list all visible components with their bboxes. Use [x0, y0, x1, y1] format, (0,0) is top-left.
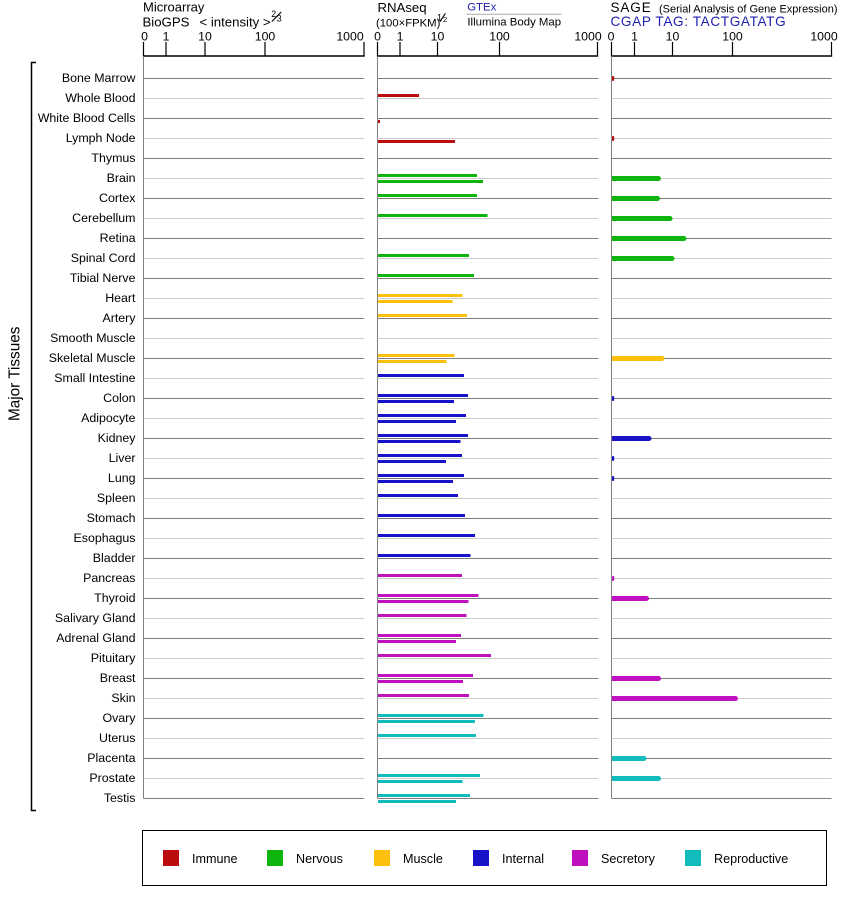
- svg-text:1: 1: [437, 13, 442, 23]
- svg-text:Thymus: Thymus: [91, 151, 135, 165]
- svg-text:CGAP TAG: TACTGATATG: CGAP TAG: TACTGATATG: [611, 14, 787, 29]
- svg-text:Tibial Nerve: Tibial Nerve: [70, 271, 136, 285]
- svg-text:Uterus: Uterus: [99, 731, 136, 745]
- svg-text:1000: 1000: [336, 30, 364, 44]
- svg-text:Kidney: Kidney: [98, 431, 137, 445]
- svg-text:Bone Marrow: Bone Marrow: [62, 71, 136, 85]
- svg-text:Major Tissues: Major Tissues: [7, 326, 24, 421]
- svg-text:White Blood Cells: White Blood Cells: [38, 111, 136, 125]
- svg-text:10: 10: [666, 30, 680, 44]
- svg-text:Muscle: Muscle: [403, 852, 443, 866]
- svg-text:RNAseq: RNAseq: [378, 0, 427, 15]
- svg-text:Immune: Immune: [192, 852, 238, 866]
- svg-text:0: 0: [141, 30, 148, 44]
- svg-text:1: 1: [631, 30, 638, 44]
- svg-text:Salivary Gland: Salivary Gland: [55, 611, 136, 625]
- svg-text:Heart: Heart: [105, 291, 136, 305]
- svg-text:GTEx: GTEx: [467, 2, 496, 14]
- svg-text:BioGPS: BioGPS: [143, 15, 190, 30]
- svg-text:1: 1: [397, 30, 404, 44]
- svg-text:Placenta: Placenta: [87, 751, 135, 765]
- svg-text:1000: 1000: [810, 30, 838, 44]
- svg-text:Pituitary: Pituitary: [91, 651, 137, 665]
- svg-text:0: 0: [608, 30, 615, 44]
- svg-text:100: 100: [255, 30, 276, 44]
- svg-text:Testis: Testis: [104, 791, 136, 805]
- svg-text:Microarray: Microarray: [143, 0, 205, 15]
- svg-text:0: 0: [374, 30, 381, 44]
- svg-text:< intensity >: < intensity >: [200, 15, 271, 30]
- svg-text:Lymph Node: Lymph Node: [66, 131, 136, 145]
- svg-text:Adrenal Gland: Adrenal Gland: [56, 631, 135, 645]
- svg-text:Spleen: Spleen: [97, 491, 136, 505]
- svg-text:2: 2: [271, 9, 276, 19]
- svg-text:Reproductive: Reproductive: [714, 852, 788, 866]
- svg-text:Nervous: Nervous: [296, 852, 343, 866]
- svg-text:Smooth Muscle: Smooth Muscle: [50, 331, 136, 345]
- svg-text:Skeletal Muscle: Skeletal Muscle: [49, 351, 136, 365]
- svg-text:100: 100: [722, 30, 743, 44]
- svg-text:Pancreas: Pancreas: [83, 571, 135, 585]
- svg-text:Small Intestine: Small Intestine: [54, 371, 135, 385]
- svg-text:Prostate: Prostate: [89, 771, 135, 785]
- svg-text:10: 10: [431, 30, 445, 44]
- svg-text:Cortex: Cortex: [99, 191, 136, 205]
- svg-text:Adipocyte: Adipocyte: [81, 411, 136, 425]
- svg-text:100: 100: [489, 30, 510, 44]
- svg-text:Brain: Brain: [107, 171, 136, 185]
- svg-text:Internal: Internal: [502, 852, 544, 866]
- svg-text:Secretory: Secretory: [601, 852, 656, 866]
- svg-text:3: 3: [277, 13, 282, 23]
- svg-text:Bladder: Bladder: [93, 551, 136, 565]
- svg-text:2: 2: [443, 15, 447, 24]
- svg-text:Artery: Artery: [102, 311, 136, 325]
- svg-text:1000: 1000: [574, 30, 602, 44]
- svg-text:Skin: Skin: [111, 691, 135, 705]
- svg-text:1: 1: [163, 30, 170, 44]
- svg-text:Ovary: Ovary: [102, 711, 136, 725]
- svg-text:Liver: Liver: [109, 451, 136, 465]
- svg-text:Retina: Retina: [100, 231, 136, 245]
- svg-text:10: 10: [198, 30, 212, 44]
- svg-text:Lung: Lung: [108, 471, 136, 485]
- svg-text:(100×FPKM): (100×FPKM): [376, 18, 441, 30]
- svg-text:Stomach: Stomach: [87, 511, 136, 525]
- svg-text:Whole Blood: Whole Blood: [65, 91, 135, 105]
- svg-text:(Serial Analysis of Gene Expre: (Serial Analysis of Gene Expression): [659, 3, 838, 15]
- svg-text:Illumina Body Map: Illumina Body Map: [467, 17, 561, 29]
- svg-text:SAGE: SAGE: [611, 0, 652, 15]
- svg-text:Esophagus: Esophagus: [73, 531, 135, 545]
- svg-text:Colon: Colon: [103, 391, 135, 405]
- svg-text:Thyroid: Thyroid: [94, 591, 135, 605]
- svg-text:Breast: Breast: [100, 671, 136, 685]
- svg-text:Cerebellum: Cerebellum: [72, 211, 135, 225]
- svg-text:Spinal Cord: Spinal Cord: [71, 251, 136, 265]
